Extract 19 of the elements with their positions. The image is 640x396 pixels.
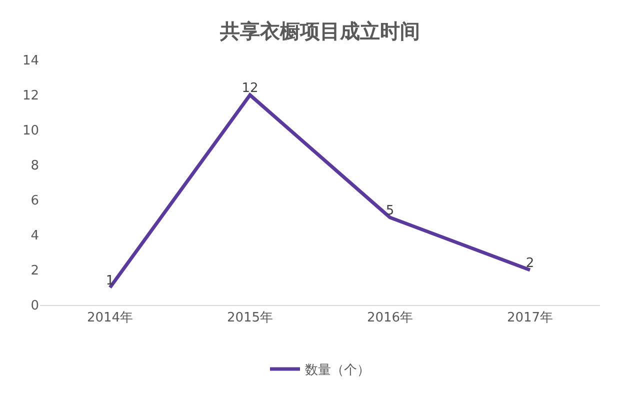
y-tick-label: 4: [30, 228, 39, 244]
y-tick-label: 6: [30, 194, 39, 209]
legend-label: 数量（个）: [305, 363, 370, 378]
x-tick-label: 2017年: [506, 310, 554, 326]
data-label: 2: [526, 256, 534, 271]
y-tick-label: 12: [22, 88, 39, 104]
chart-title: 共享衣橱项目成立时间: [219, 18, 420, 43]
y-tick-label: 2: [30, 264, 39, 279]
x-tick-label: 2015年: [226, 310, 274, 326]
x-tick-label: 2016年: [366, 310, 414, 326]
data-label: 12: [242, 80, 258, 96]
y-tick-label: 10: [22, 124, 39, 139]
y-tick-label: 0: [30, 298, 39, 314]
data-label: 5: [386, 203, 394, 218]
y-tick-label: 8: [30, 158, 39, 174]
line-series: [108, 93, 532, 290]
data-label: 1: [106, 273, 114, 288]
x-tick-label: 2014年: [86, 310, 134, 326]
y-tick-label: 14: [22, 54, 39, 69]
